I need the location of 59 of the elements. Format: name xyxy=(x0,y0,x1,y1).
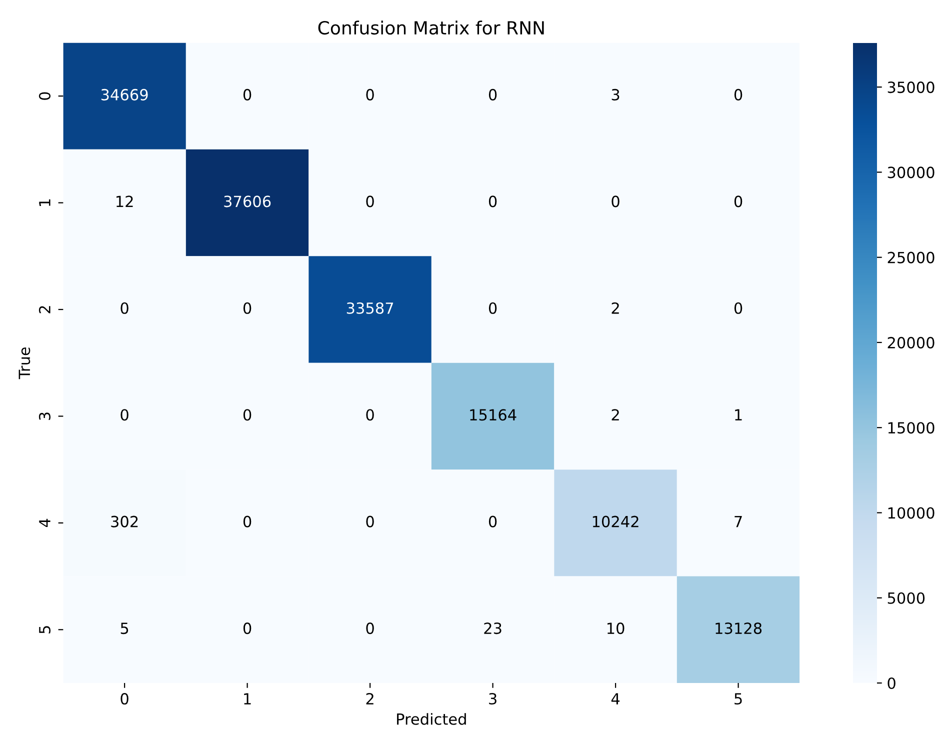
data-label: 0 xyxy=(366,622,374,634)
data-label: 0 xyxy=(243,409,252,421)
data-label: 33587 xyxy=(346,302,394,314)
data-label: 10242 xyxy=(592,516,638,528)
data-label: 23 xyxy=(484,622,502,634)
data-label: 3 xyxy=(612,88,620,100)
chart-title: Confusion Matrix for RNN xyxy=(318,20,544,35)
data-label: 10 xyxy=(608,622,624,634)
data-label: 0 xyxy=(120,409,128,421)
data-label: 37606 xyxy=(224,196,271,208)
data-label: 0 xyxy=(488,302,497,314)
y-tick-label: 5 xyxy=(39,626,50,634)
y-tick-label: 2 xyxy=(38,306,50,314)
data-label: 12 xyxy=(116,196,133,207)
x-tick-label: 2 xyxy=(366,693,374,704)
x-tick-label: 1 xyxy=(244,693,251,704)
x-tick-label: 4 xyxy=(611,693,620,704)
x-tick-label: 3 xyxy=(489,693,496,705)
y-tick-label: 0 xyxy=(38,92,50,100)
data-label: 0 xyxy=(366,409,374,421)
data-label: 0 xyxy=(366,196,374,208)
data-label: 1 xyxy=(735,409,742,420)
data-label: 15164 xyxy=(470,409,516,421)
data-label: 302 xyxy=(111,516,138,528)
data-label: 0 xyxy=(243,302,252,314)
data-label: 0 xyxy=(488,88,497,100)
data-label: 0 xyxy=(366,516,374,528)
data-label: 0 xyxy=(612,196,620,208)
data-label: 0 xyxy=(243,516,252,528)
color-bar-label: 30000 xyxy=(888,166,934,178)
x-tick-label: 0 xyxy=(120,693,128,705)
color-bar-label: 10000 xyxy=(888,507,934,519)
color-bar-label: 5000 xyxy=(888,592,925,604)
data-label: 0 xyxy=(734,196,742,208)
data-label: 0 xyxy=(734,88,742,100)
data-label: 0 xyxy=(243,88,252,100)
y-axis-title: True xyxy=(18,347,30,380)
data-label: 0 xyxy=(243,622,252,634)
data-label: 0 xyxy=(120,302,128,314)
color-bar-label: 20000 xyxy=(888,336,934,348)
x-tick-label: 5 xyxy=(734,693,742,705)
color-bar-label: 15000 xyxy=(888,422,934,434)
color-bar-label: 0 xyxy=(888,677,896,690)
data-label: 0 xyxy=(366,88,374,100)
data-label: 7 xyxy=(734,516,742,528)
y-tick-label: 3 xyxy=(38,412,50,420)
color-bar-label: 35000 xyxy=(888,82,934,94)
data-label: 13128 xyxy=(716,622,762,634)
x-axis-title: Predicted xyxy=(397,713,466,725)
y-tick-label: 4 xyxy=(39,518,50,528)
data-label: 0 xyxy=(488,516,497,528)
data-label: 5 xyxy=(120,622,128,634)
data-label: 0 xyxy=(734,302,742,314)
y-tick-label: 1 xyxy=(39,199,50,206)
data-label: 0 xyxy=(488,196,497,208)
data-label: 2 xyxy=(612,302,619,314)
color-bar-label: 25000 xyxy=(888,252,934,264)
data-label: 2 xyxy=(612,409,619,420)
data-label: 34669 xyxy=(101,88,148,100)
